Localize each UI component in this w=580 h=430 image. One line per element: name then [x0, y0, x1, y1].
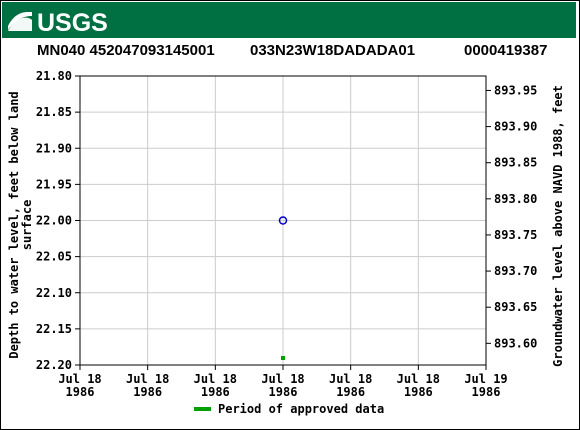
station-number: 0000419387	[464, 42, 548, 59]
grid	[80, 76, 486, 365]
left-tick-label: 21.80	[36, 69, 72, 83]
legend-label: Period of approved data	[218, 402, 384, 416]
x-tick-label: Jul 18	[329, 372, 372, 386]
x-tick-label: 1986	[133, 385, 162, 399]
left-axis-title-line2: surface	[20, 200, 34, 251]
left-tick-label: 22.00	[36, 214, 72, 228]
usgs-logo: USGS	[8, 9, 108, 36]
x-tick-label: 1986	[201, 385, 230, 399]
left-axis-title-line1: Depth to water level, feet below land	[7, 91, 21, 358]
x-tick-label: Jul 18	[194, 372, 237, 386]
data-point	[278, 216, 288, 225]
right-tick-label: 893.60	[494, 336, 537, 350]
x-tick-label: Jul 19	[464, 372, 507, 386]
right-axis-title: Groundwater level above NAVD 1988, feet	[551, 85, 565, 367]
x-tick-label: 1986	[269, 385, 298, 399]
usgs-banner: USGS	[2, 2, 576, 38]
right-tick-label: 893.70	[494, 264, 537, 278]
right-axis: 893.95 893.90 893.85 893.80 893.75 893.70 893.…	[486, 83, 537, 350]
left-axis: 21.80 21.85 21.90 21.95 22.00 22.05 22.10 22.15…	[36, 69, 80, 372]
x-tick-label: 1986	[336, 385, 365, 399]
left-tick-label: 22.15	[36, 322, 72, 336]
left-tick-label: 22.20	[36, 358, 72, 372]
x-tick-label: 1986	[404, 385, 433, 399]
right-tick-label: 893.65	[494, 300, 537, 314]
left-tick-label: 22.10	[36, 286, 72, 300]
left-tick-label: 21.95	[36, 177, 72, 191]
x-tick-label: 1986	[66, 385, 95, 399]
left-tick-label: 21.85	[36, 105, 72, 119]
left-tick-label: 21.90	[36, 141, 72, 155]
x-tick-label: Jul 18	[397, 372, 440, 386]
right-tick-label: 893.90	[494, 120, 537, 134]
x-tick-label: Jul 18	[126, 372, 169, 386]
site-name: 033N23W18DADADA01	[250, 42, 416, 59]
approved-period-mark	[281, 356, 285, 360]
left-tick-label: 22.05	[36, 250, 72, 264]
data-marks	[278, 216, 288, 360]
x-tick-label: Jul 18	[261, 372, 304, 386]
right-tick-label: 893.95	[494, 83, 537, 97]
x-tick-label: 1986	[472, 385, 501, 399]
usgs-logo-text: USGS	[37, 9, 108, 36]
site-id: MN040 452047093145001	[37, 42, 215, 59]
right-tick-label: 893.75	[494, 228, 537, 242]
x-tick-label: Jul 18	[58, 372, 101, 386]
right-tick-label: 893.85	[494, 156, 537, 170]
right-tick-label: 893.80	[494, 192, 537, 206]
